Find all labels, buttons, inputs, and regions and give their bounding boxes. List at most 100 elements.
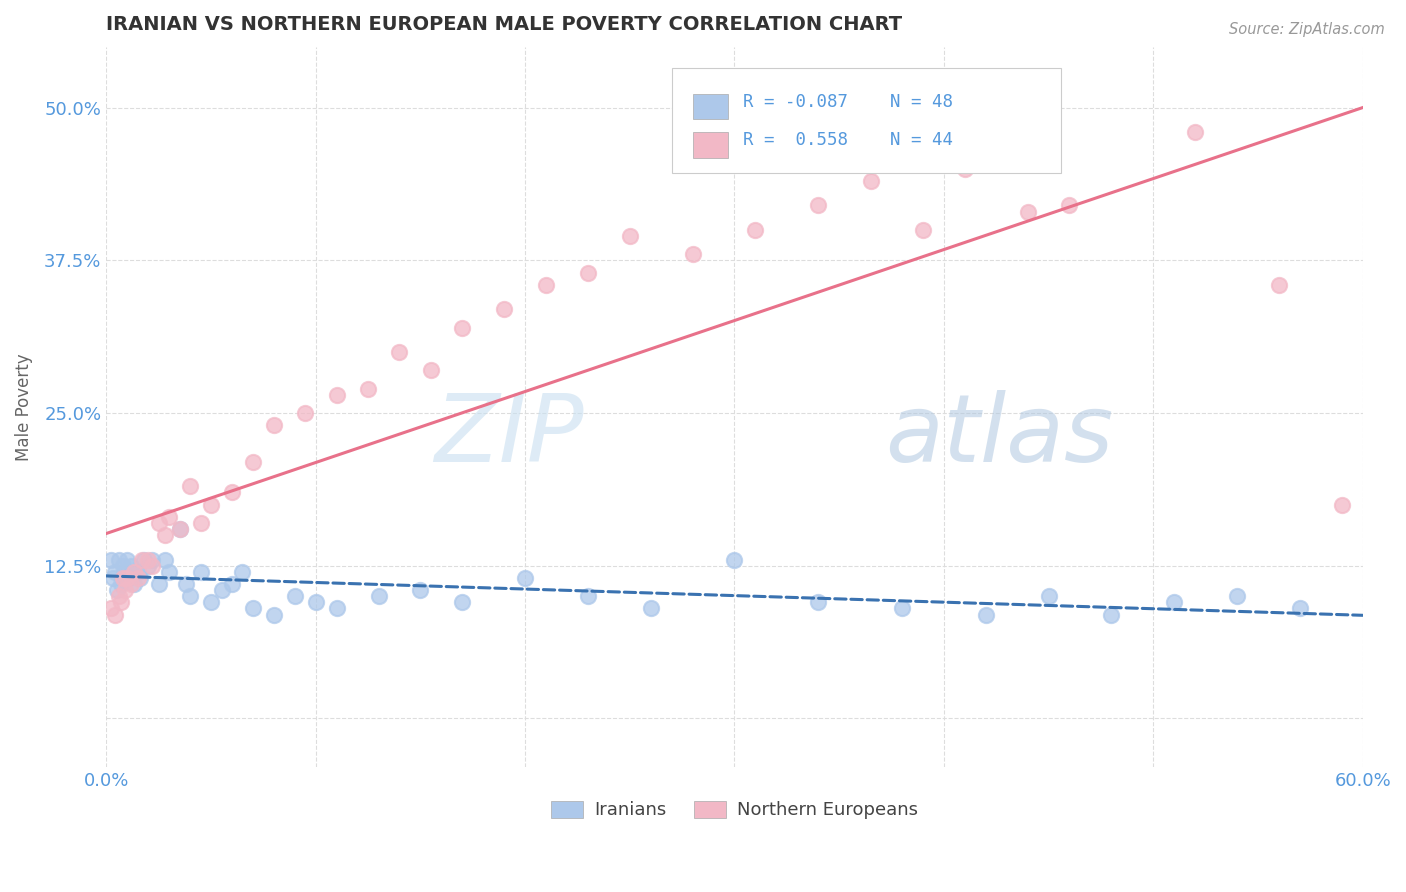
Point — [108, 552, 131, 566]
Point — [118, 571, 141, 585]
Point — [128, 571, 150, 585]
Point — [357, 382, 380, 396]
Point — [122, 565, 145, 579]
Point — [1059, 198, 1081, 212]
Point — [1268, 277, 1291, 292]
Point — [451, 320, 474, 334]
Point — [136, 558, 159, 573]
Point — [409, 583, 432, 598]
Point — [1330, 498, 1353, 512]
Point — [112, 558, 135, 573]
Point — [114, 565, 136, 579]
Point — [1163, 595, 1185, 609]
Point — [513, 571, 536, 585]
Point — [1288, 601, 1310, 615]
Point — [141, 552, 163, 566]
Point — [242, 601, 264, 615]
Point — [110, 595, 132, 609]
Point — [153, 552, 176, 566]
Text: ZIP: ZIP — [434, 391, 583, 482]
Point — [451, 595, 474, 609]
Point — [112, 571, 135, 585]
Point — [494, 302, 516, 317]
Point — [110, 577, 132, 591]
Point — [190, 565, 212, 579]
Point — [576, 266, 599, 280]
Point — [1099, 607, 1122, 622]
Point — [200, 498, 222, 512]
FancyBboxPatch shape — [672, 69, 1062, 173]
Point — [576, 589, 599, 603]
FancyBboxPatch shape — [693, 132, 728, 158]
Point — [190, 516, 212, 530]
Point — [1226, 589, 1249, 603]
Point — [100, 552, 122, 566]
Point — [157, 509, 180, 524]
Point — [101, 571, 124, 585]
FancyBboxPatch shape — [693, 94, 728, 120]
Point — [953, 161, 976, 176]
Point — [221, 577, 243, 591]
Point — [157, 565, 180, 579]
Point — [859, 174, 882, 188]
Point — [148, 577, 170, 591]
Point — [108, 589, 131, 603]
Point — [911, 223, 934, 237]
Point — [682, 247, 704, 261]
Point — [179, 589, 201, 603]
Text: R = -0.087    N = 48: R = -0.087 N = 48 — [744, 93, 953, 112]
Point — [1038, 589, 1060, 603]
Text: IRANIAN VS NORTHERN EUROPEAN MALE POVERTY CORRELATION CHART: IRANIAN VS NORTHERN EUROPEAN MALE POVERT… — [107, 15, 903, 34]
Point — [114, 583, 136, 598]
Point — [211, 583, 233, 598]
Point — [153, 528, 176, 542]
Point — [121, 577, 143, 591]
Point — [263, 607, 285, 622]
Point — [169, 522, 191, 536]
Point — [117, 571, 139, 585]
Point — [231, 565, 253, 579]
Point — [807, 595, 830, 609]
Point — [121, 558, 143, 573]
Point — [807, 198, 830, 212]
Point — [388, 345, 411, 359]
Point — [141, 558, 163, 573]
Point — [891, 601, 914, 615]
Point — [419, 363, 441, 377]
Point — [117, 552, 139, 566]
Point — [221, 485, 243, 500]
Point — [242, 455, 264, 469]
Point — [294, 406, 316, 420]
Point — [104, 565, 127, 579]
Point — [148, 516, 170, 530]
Point — [325, 388, 347, 402]
Point — [104, 607, 127, 622]
Text: Source: ZipAtlas.com: Source: ZipAtlas.com — [1229, 22, 1385, 37]
Point — [325, 601, 347, 615]
Point — [284, 589, 307, 603]
Point — [1184, 125, 1206, 139]
Point — [131, 552, 153, 566]
Point — [122, 577, 145, 591]
Point — [200, 595, 222, 609]
Point — [974, 607, 997, 622]
Point — [132, 552, 155, 566]
Point — [305, 595, 328, 609]
Text: R =  0.558    N = 44: R = 0.558 N = 44 — [744, 131, 953, 149]
Point — [1017, 204, 1039, 219]
Point — [534, 277, 557, 292]
Point — [100, 601, 122, 615]
Point — [136, 552, 159, 566]
Point — [263, 418, 285, 433]
Point — [105, 583, 128, 598]
Y-axis label: Male Poverty: Male Poverty — [15, 353, 32, 461]
Point — [174, 577, 197, 591]
Point — [179, 479, 201, 493]
Point — [169, 522, 191, 536]
Point — [744, 223, 766, 237]
Point — [640, 601, 662, 615]
Point — [619, 229, 641, 244]
Point — [723, 552, 745, 566]
Point — [367, 589, 389, 603]
Legend: Iranians, Northern Europeans: Iranians, Northern Europeans — [544, 794, 925, 827]
